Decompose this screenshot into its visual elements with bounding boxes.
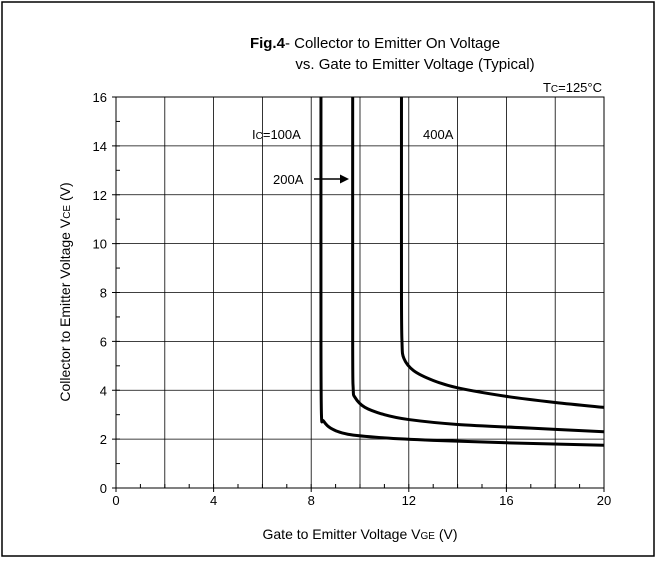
series-line-2 — [399, 96, 605, 409]
y-tick-label: 14 — [93, 139, 107, 154]
chart-title-rest: - Collector to Emitter On Voltage — [285, 35, 500, 52]
condition-main: T — [543, 80, 551, 95]
x-axis-title-unit: (V) — [435, 526, 458, 542]
x-tick-label: 12 — [402, 493, 416, 508]
x-tick-label: 16 — [499, 493, 513, 508]
y-axis-title-main: Collector to Emitter Voltage V — [57, 218, 73, 402]
y-tick-label: 16 — [93, 90, 107, 105]
condition-rest: =125°C — [558, 80, 602, 95]
condition-sub: C — [551, 84, 558, 95]
series-line-1 — [351, 96, 605, 434]
y-axis-title: Collector to Emitter Voltage VCE (V) — [57, 182, 73, 401]
x-axis-title: Gate to Emitter Voltage VGE (V) — [263, 526, 458, 542]
y-axis-title-unit: (V) — [57, 182, 73, 205]
x-tick-label: 4 — [210, 493, 217, 508]
grid — [116, 97, 604, 488]
condition-label: TC=125°C — [543, 80, 602, 95]
x-axis-title-sub: GE — [420, 531, 435, 542]
y-tick-label: 10 — [93, 237, 107, 252]
x-tick-label: 20 — [597, 493, 611, 508]
series-line-0 — [319, 96, 605, 447]
y-tick-label: 0 — [100, 481, 107, 496]
y-tick-labels: 0 2 4 6 8 10 12 14 16 — [93, 90, 107, 496]
plot-area-border — [115, 96, 605, 489]
x-axis-title-main: Gate to Emitter Voltage V — [263, 526, 422, 542]
x-tick-label: 8 — [308, 493, 315, 508]
label-ic-main: I — [252, 127, 256, 142]
y-tick-label: 2 — [100, 432, 107, 447]
chart-subtitle: vs. Gate to Emitter Voltage (Typical) — [295, 56, 534, 73]
label-400a: 400A — [423, 127, 454, 142]
arrow-200a-head — [340, 174, 349, 184]
y-tick-label: 4 — [100, 383, 107, 398]
y-tick-label: 8 — [100, 286, 107, 301]
label-200a: 200A — [273, 172, 304, 187]
y-tick-label: 12 — [93, 188, 107, 203]
series-lines — [319, 96, 605, 447]
x-tick-label: 0 — [112, 493, 119, 508]
y-tick-label: 6 — [100, 334, 107, 349]
x-tick-labels: 0 4 8 12 16 20 — [112, 493, 611, 508]
chart-title: Fig.4- Collector to Emitter On Voltage — [250, 35, 500, 52]
y-axis-title-sub: CE — [62, 205, 73, 219]
chart-title-bold: Fig.4 — [250, 35, 286, 52]
label-ic-sub: C — [256, 131, 263, 142]
label-ic-100a: IC=100A — [252, 127, 301, 142]
label-ic-rest: =100A — [263, 127, 301, 142]
